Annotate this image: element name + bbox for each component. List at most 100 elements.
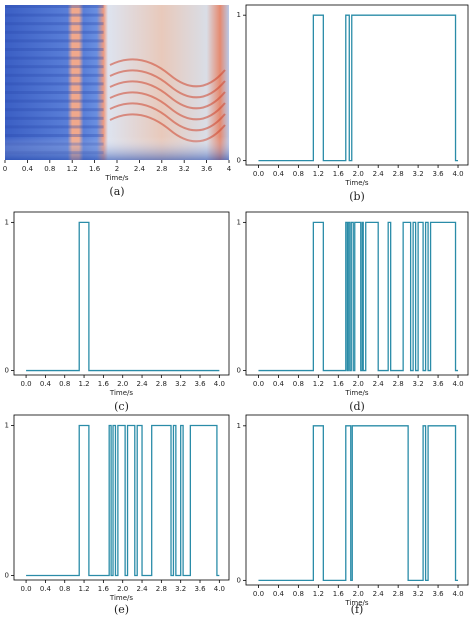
x-tick-label: 2.4 bbox=[373, 590, 385, 598]
x-axis-label: Time/s bbox=[104, 174, 128, 182]
x-tick-label: 2.8 bbox=[393, 590, 404, 598]
x-tick-label: 0.0 bbox=[21, 585, 32, 593]
x-tick-label: 4.0 bbox=[452, 590, 463, 598]
step-line bbox=[258, 425, 459, 582]
x-tick-label: 0.4 bbox=[40, 380, 52, 388]
x-tick-label: 0.0 bbox=[21, 380, 32, 388]
x-tick-label: 3.2 bbox=[413, 170, 424, 178]
x-tick-label: 3.2 bbox=[413, 380, 424, 388]
x-tick-label: 1.2 bbox=[78, 380, 89, 388]
plot-frame bbox=[245, 414, 469, 586]
caption: (a) bbox=[109, 185, 124, 198]
x-tick-label: 0.8 bbox=[59, 380, 70, 388]
plot-frame bbox=[13, 211, 230, 376]
x-tick-label: 4 bbox=[227, 165, 232, 173]
x-tick-label: 1.2 bbox=[67, 165, 78, 173]
spectrogram-shade bbox=[5, 5, 229, 160]
y-tick-label: 1 bbox=[5, 422, 9, 430]
x-axis-label: Time/s bbox=[344, 179, 368, 187]
x-tick-label: 1.2 bbox=[78, 585, 89, 593]
y-tick-label: 1 bbox=[237, 422, 241, 430]
x-tick-label: 1.6 bbox=[98, 585, 110, 593]
x-tick-label: 0.8 bbox=[44, 165, 55, 173]
x-tick-label: 0.4 bbox=[22, 165, 34, 173]
plot-frame bbox=[13, 414, 230, 581]
x-tick-label: 3.6 bbox=[432, 170, 444, 178]
x-tick-label: 0 bbox=[3, 165, 7, 173]
x-tick-label: 0.4 bbox=[273, 170, 285, 178]
x-tick-label: 1.6 bbox=[333, 380, 345, 388]
x-axis-label: Time/s bbox=[344, 389, 368, 397]
x-tick-label: 2.4 bbox=[136, 585, 148, 593]
caption: (f) bbox=[351, 603, 364, 616]
y-tick-label: 0 bbox=[237, 576, 241, 584]
x-tick-label: 4.0 bbox=[214, 380, 225, 388]
x-tick-label: 3.2 bbox=[179, 165, 190, 173]
caption: (b) bbox=[349, 190, 365, 203]
x-axis-label: Time/s bbox=[344, 599, 368, 607]
x-tick-label: 0.8 bbox=[293, 380, 304, 388]
x-tick-label: 0.4 bbox=[273, 590, 285, 598]
panel: 0 1 0.0 0.4 0.8 1.2 1.6 2.0 2.4 2.8 3.2 3.6 4.0 Time/… bbox=[237, 211, 469, 413]
y-tick-label: 1 bbox=[237, 11, 241, 19]
x-tick-label: 3.2 bbox=[175, 585, 186, 593]
x-tick-label: 0.8 bbox=[293, 590, 304, 598]
x-tick-label: 4.0 bbox=[214, 585, 225, 593]
x-axis-label: Time/s bbox=[109, 594, 133, 602]
panels: 0 0.4 0.8 1.2 1.6 2 2.4 2.8 3.2 3.6 4 Time/s (a) 0 1 0.… bbox=[3, 4, 469, 616]
step-line bbox=[26, 424, 220, 577]
x-tick-label: 1.6 bbox=[89, 165, 101, 173]
panel: 0 1 0.0 0.4 0.8 1.2 1.6 2.0 2.4 2.8 3.2 3.6 4.0 Time/… bbox=[5, 414, 230, 616]
y-tick-label: 0 bbox=[237, 157, 241, 165]
x-tick-label: 2.8 bbox=[156, 165, 167, 173]
x-tick-label: 0.0 bbox=[253, 380, 264, 388]
y-tick-label: 0 bbox=[5, 367, 9, 375]
x-tick-label: 2.4 bbox=[136, 380, 148, 388]
x-tick-label: 3.6 bbox=[201, 165, 213, 173]
x-tick-label: 2 bbox=[115, 165, 119, 173]
x-tick-label: 1.6 bbox=[333, 170, 345, 178]
x-tick-label: 2.8 bbox=[156, 585, 167, 593]
y-tick-label: 1 bbox=[237, 218, 241, 226]
x-tick-label: 4.0 bbox=[452, 170, 463, 178]
x-tick-label: 2.0 bbox=[117, 380, 128, 388]
x-tick-label: 3.6 bbox=[432, 590, 444, 598]
step-line bbox=[258, 221, 459, 372]
x-tick-label: 0.4 bbox=[40, 585, 52, 593]
x-tick-label: 0.0 bbox=[253, 590, 264, 598]
x-tick-label: 1.2 bbox=[313, 590, 324, 598]
x-axis-label: Time/s bbox=[109, 389, 133, 397]
x-tick-label: 0.8 bbox=[59, 585, 70, 593]
caption: (e) bbox=[114, 603, 129, 616]
plot-frame bbox=[245, 4, 469, 166]
x-tick-label: 0.0 bbox=[253, 170, 264, 178]
x-tick-label: 2.0 bbox=[117, 585, 128, 593]
x-tick-label: 1.2 bbox=[313, 170, 324, 178]
panel: 0 1 0.0 0.4 0.8 1.2 1.6 2.0 2.4 2.8 3.2 3.6 4.0 Time/… bbox=[5, 211, 230, 413]
x-tick-label: 2.8 bbox=[393, 380, 404, 388]
y-tick-label: 1 bbox=[5, 218, 9, 226]
x-tick-label: 2.4 bbox=[373, 380, 385, 388]
x-tick-label: 1.6 bbox=[98, 380, 110, 388]
plot-frame bbox=[245, 211, 469, 376]
x-tick-label: 3.6 bbox=[432, 380, 444, 388]
x-tick-label: 2.0 bbox=[353, 380, 364, 388]
x-tick-label: 2.0 bbox=[353, 170, 364, 178]
panel: 0 1 0.0 0.4 0.8 1.2 1.6 2.0 2.4 2.8 3.2 3.6 4.0 Time/… bbox=[237, 4, 469, 203]
panel: 0 0.4 0.8 1.2 1.6 2 2.4 2.8 3.2 3.6 4 Time/s (a) bbox=[3, 5, 232, 198]
x-tick-label: 2.8 bbox=[156, 380, 167, 388]
x-tick-label: 2.8 bbox=[393, 170, 404, 178]
x-tick-label: 0.4 bbox=[273, 380, 285, 388]
x-tick-label: 1.6 bbox=[333, 590, 345, 598]
caption: (d) bbox=[349, 400, 365, 413]
x-tick-label: 3.2 bbox=[413, 590, 424, 598]
x-tick-label: 2.4 bbox=[373, 170, 385, 178]
panel: 0 1 0.0 0.4 0.8 1.2 1.6 2.0 2.4 2.8 3.2 3.6 4.0 Time/… bbox=[237, 414, 469, 616]
x-tick-label: 2.0 bbox=[353, 590, 364, 598]
x-tick-label: 4.0 bbox=[452, 380, 463, 388]
step-line bbox=[26, 221, 220, 372]
y-tick-label: 0 bbox=[5, 572, 9, 580]
step-line bbox=[258, 14, 459, 162]
x-tick-label: 1.2 bbox=[313, 380, 324, 388]
